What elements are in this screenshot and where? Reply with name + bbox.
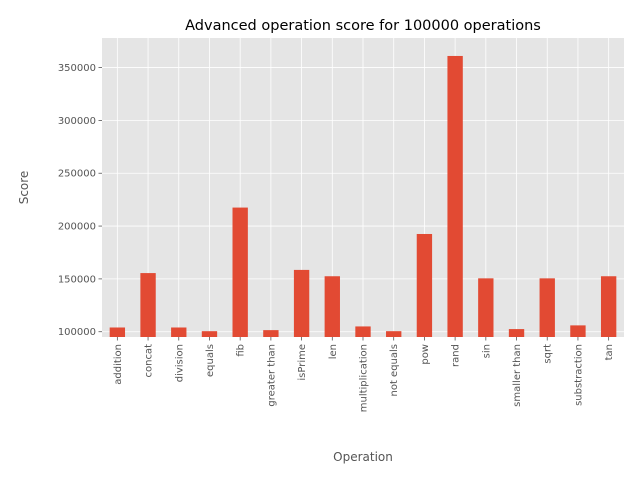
bar-multiplication bbox=[355, 326, 371, 337]
y-tick-layer: 100000 150000 200000 250000 300000 350000 bbox=[58, 63, 102, 338]
x-tick-label: division bbox=[174, 344, 185, 382]
x-tick-label: isPrime bbox=[297, 344, 308, 381]
bar-greater-than bbox=[263, 330, 279, 337]
bar-sqrt bbox=[539, 278, 555, 337]
bar-smaller-than bbox=[508, 329, 525, 337]
bar-substraction bbox=[570, 325, 586, 337]
x-tick-layer: addition concat division equals fib greater t… bbox=[113, 337, 615, 412]
bar-equals bbox=[201, 331, 218, 337]
bar-division bbox=[171, 327, 187, 337]
bar-fib bbox=[232, 207, 248, 337]
x-tick-label: sin bbox=[481, 344, 492, 358]
x-tick-label: multiplication bbox=[359, 344, 370, 412]
x-tick-label: fib bbox=[236, 344, 247, 357]
bar-isPrime bbox=[293, 269, 310, 337]
x-tick-label: substraction bbox=[573, 344, 584, 406]
x-tick-label: concat bbox=[144, 344, 155, 378]
bar-addition bbox=[109, 327, 126, 337]
bar-tan bbox=[600, 276, 617, 337]
x-tick-label: pow bbox=[420, 344, 431, 365]
y-tick-label: 200000 bbox=[58, 222, 96, 233]
y-axis-label: Score bbox=[17, 171, 31, 205]
x-tick-label: tan bbox=[604, 344, 615, 360]
x-tick-label: addition bbox=[113, 344, 124, 385]
bars-layer bbox=[109, 55, 617, 338]
x-axis-label: Operation bbox=[333, 450, 393, 464]
bar-concat bbox=[140, 273, 156, 337]
y-tick-label: 100000 bbox=[58, 327, 96, 338]
bar-not-equals bbox=[386, 331, 402, 337]
chart-title: Advanced operation score for 100000 oper… bbox=[185, 18, 541, 34]
y-tick-label: 150000 bbox=[58, 274, 96, 285]
x-tick-label: equals bbox=[205, 344, 216, 377]
bar-rand bbox=[447, 55, 463, 338]
x-tick-label: len bbox=[328, 344, 339, 359]
x-tick-label: not equals bbox=[389, 344, 400, 397]
bar-len bbox=[324, 276, 340, 337]
y-tick-label: 250000 bbox=[58, 169, 96, 180]
x-tick-label: greater than bbox=[266, 344, 277, 407]
y-tick-label: 300000 bbox=[58, 116, 96, 127]
x-tick-label: smaller than bbox=[512, 344, 523, 407]
x-tick-label: rand bbox=[451, 344, 462, 367]
bar-pow bbox=[416, 233, 433, 337]
y-tick-label: 350000 bbox=[58, 63, 96, 74]
bar-sin bbox=[478, 278, 494, 337]
x-tick-label: sqrt bbox=[543, 344, 554, 364]
